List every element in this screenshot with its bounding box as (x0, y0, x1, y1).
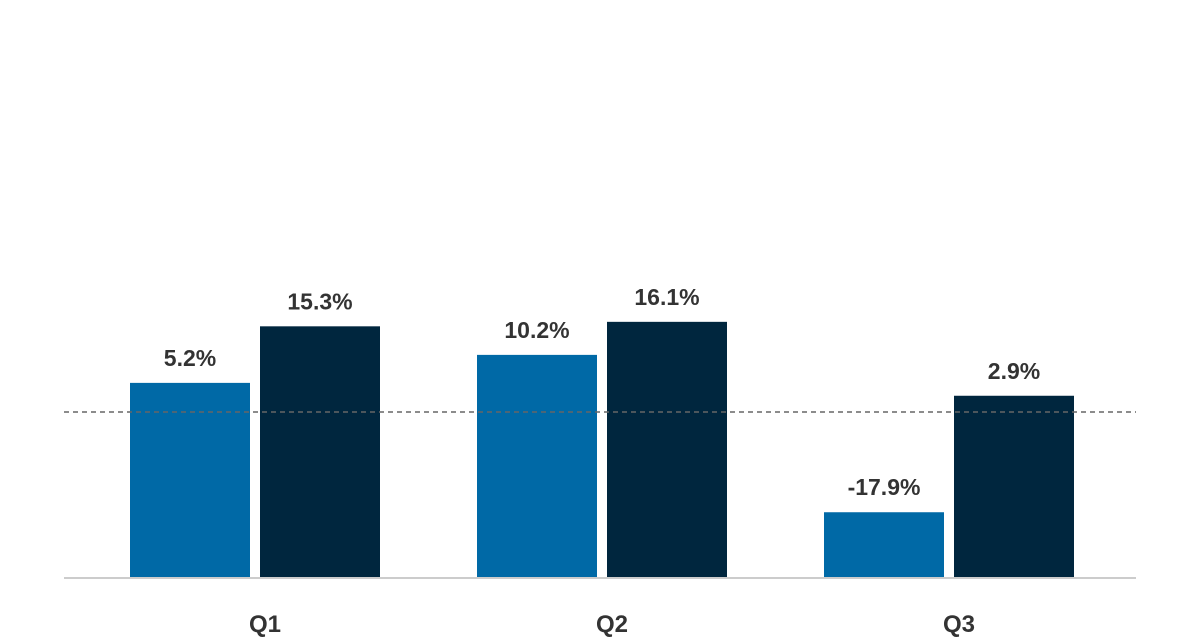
labels-layer: 5.2% 15.3% 10.2% 16.1% -17.9% 2.9% (164, 284, 1040, 500)
data-label-q3-series-2: 2.9% (988, 358, 1040, 384)
bar-q1-series-1 (130, 382, 250, 578)
data-label-q2-series-1: 10.2% (504, 317, 569, 343)
x-tick-label-q3: Q3 (943, 611, 975, 638)
bar-q3-series-2 (954, 395, 1074, 578)
bar-q2-series-1 (477, 354, 597, 578)
data-label-q1-series-2: 15.3% (287, 288, 352, 314)
data-label-q2-series-2: 16.1% (634, 284, 699, 310)
bar-q3-series-1 (824, 512, 944, 578)
bar-q2-series-2 (607, 321, 727, 578)
data-label-q3-series-1: -17.9% (848, 474, 921, 500)
x-tick-label-q2: Q2 (596, 611, 628, 638)
bar-q1-series-2 (260, 326, 380, 578)
bars-layer (130, 321, 1074, 578)
x-axis-ticks: Q1 Q2 Q3 (249, 611, 975, 638)
x-tick-label-q1: Q1 (249, 611, 281, 638)
data-label-q1-series-1: 5.2% (164, 345, 216, 371)
